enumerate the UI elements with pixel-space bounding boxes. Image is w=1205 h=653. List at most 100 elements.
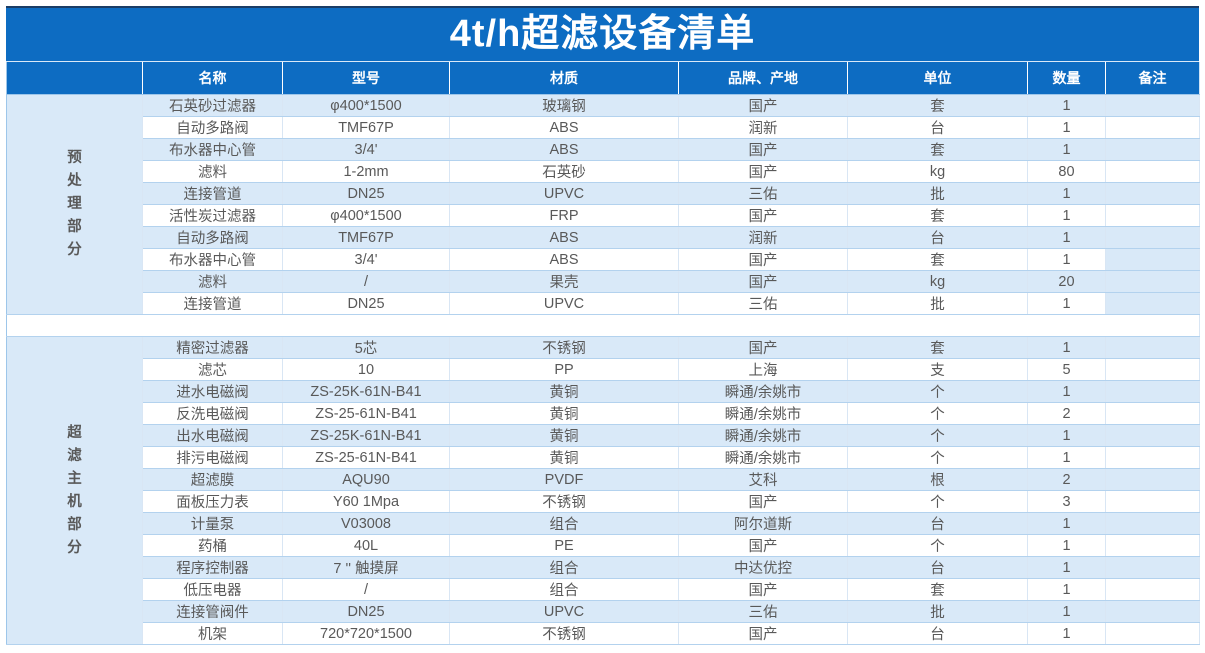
cell-model: / xyxy=(282,578,450,601)
cell-unit: 批 xyxy=(847,292,1028,315)
column-header-qty: 数量 xyxy=(1027,62,1106,95)
section-label-char: 超 xyxy=(67,424,82,441)
cell-name: 出水电磁阀 xyxy=(142,424,283,447)
cell-model: V03008 xyxy=(282,512,450,535)
cell-model: ZS-25K-61N-B41 xyxy=(282,380,450,403)
cell-material: 不锈钢 xyxy=(449,490,679,513)
cell-qty: 1 xyxy=(1027,116,1106,139)
cell-remark xyxy=(1105,446,1200,469)
cell-qty: 1 xyxy=(1027,94,1106,117)
table-row: 药桶 40L PE 国产个 1 xyxy=(7,534,1200,557)
cell-unit: kg xyxy=(847,160,1028,183)
column-header-brand-origin: 品牌、产地 xyxy=(678,62,848,95)
cell-remark xyxy=(1105,226,1200,249)
table-row: 自动多路阀 TMF67P ABS 润新台 1 xyxy=(7,116,1200,139)
cell-unit: 个 xyxy=(847,534,1028,557)
cell-remark xyxy=(1105,512,1200,535)
cell-qty: 5 xyxy=(1027,358,1106,381)
table-row: 进水电磁阀 ZS-25K-61N-B41 黄铜 瞬通/余姚市个 1 xyxy=(7,380,1200,403)
cell-remark xyxy=(1105,94,1200,117)
cell-brand: 阿尔道斯 xyxy=(678,512,848,535)
cell-name: 滤料 xyxy=(142,270,283,293)
section-label-char: 主 xyxy=(67,470,82,487)
section-label-char: 处 xyxy=(67,173,82,189)
cell-name: 超滤膜 xyxy=(142,468,283,491)
cell-model: TMF67P xyxy=(282,226,450,249)
cell-model: 1-2mm xyxy=(282,160,450,183)
cell-name: 排污电磁阀 xyxy=(142,446,283,469)
section-label-char: 理 xyxy=(67,196,82,212)
cell-brand: 国产 xyxy=(678,534,848,557)
cell-brand: 瞬通/余姚市 xyxy=(678,402,848,425)
table-row: 计量泵 V03008 组合 阿尔道斯台 1 xyxy=(7,512,1200,535)
cell-qty: 1 xyxy=(1027,446,1106,469)
cell-name: 滤芯 xyxy=(142,358,283,381)
table-row: 机架 720*720*1500 不锈钢 国产台 1 xyxy=(7,622,1200,645)
cell-unit: 套 xyxy=(847,138,1028,161)
cell-qty: 1 xyxy=(1027,292,1106,315)
cell-material: UPVC xyxy=(449,292,679,315)
cell-remark xyxy=(1105,468,1200,491)
cell-material: 果壳 xyxy=(449,270,679,293)
cell-brand: 三佑 xyxy=(678,182,848,205)
cell-remark xyxy=(1105,402,1200,425)
cell-qty: 1 xyxy=(1027,226,1106,249)
cell-unit: kg xyxy=(847,270,1028,293)
cell-material: UPVC xyxy=(449,182,679,205)
cell-material: 黄铜 xyxy=(449,380,679,403)
cell-material: 黄铜 xyxy=(449,402,679,425)
table-row: 布水器中心管 3/4' ABS 国产套 1 xyxy=(7,138,1200,161)
cell-unit: 套 xyxy=(847,336,1028,359)
cell-unit: 根 xyxy=(847,468,1028,491)
cell-unit: 个 xyxy=(847,380,1028,403)
cell-unit: 台 xyxy=(847,622,1028,645)
section-label-char: 分 xyxy=(67,242,82,258)
cell-remark xyxy=(1105,490,1200,513)
cell-remark xyxy=(1105,358,1200,381)
table-row: 连接管道 DN25 UPVC 三佑批 1 xyxy=(7,182,1200,205)
cell-remark xyxy=(1105,336,1200,359)
cell-brand: 瞬通/余姚市 xyxy=(678,424,848,447)
cell-remark xyxy=(1105,380,1200,403)
cell-name: 面板压力表 xyxy=(142,490,283,513)
cell-qty: 1 xyxy=(1027,248,1106,271)
column-header-unit: 单位 xyxy=(847,62,1028,95)
cell-name: 布水器中心管 xyxy=(142,248,283,271)
cell-unit: 个 xyxy=(847,490,1028,513)
table-row: 反洗电磁阀 ZS-25-61N-B41 黄铜 瞬通/余姚市个 2 xyxy=(7,402,1200,425)
cell-name: 进水电磁阀 xyxy=(142,380,283,403)
cell-brand: 三佑 xyxy=(678,600,848,623)
cell-qty: 20 xyxy=(1027,270,1106,293)
cell-material: PP xyxy=(449,358,679,381)
table-row: 滤料 / 果壳 国产 kg 20 xyxy=(7,270,1200,293)
cell-name: 精密过滤器 xyxy=(142,336,283,359)
cell-qty: 1 xyxy=(1027,534,1106,557)
cell-model: AQU90 xyxy=(282,468,450,491)
cell-qty: 1 xyxy=(1027,556,1106,579)
cell-brand: 国产 xyxy=(678,270,848,293)
cell-qty: 1 xyxy=(1027,380,1106,403)
cell-model: 3/4' xyxy=(282,138,450,161)
header-row: 名称 型号 材质 品牌、产地 单位 数量 备注 xyxy=(6,62,1200,95)
cell-model: φ400*1500 xyxy=(282,204,450,227)
equipment-table: 名称 型号 材质 品牌、产地 单位 数量 备注 预处理部分石英砂过滤器 φ400*1500 玻璃… xyxy=(6,62,1200,645)
table-title: 4t/h超滤设备清单 xyxy=(6,6,1199,62)
cell-model: φ400*1500 xyxy=(282,94,450,117)
cell-name: 连接管道 xyxy=(142,292,283,315)
table-row: 低压电器 / 组合 国产套 1 xyxy=(7,578,1200,601)
cell-brand: 艾科 xyxy=(678,468,848,491)
cell-model: 5芯 xyxy=(282,336,450,359)
cell-remark xyxy=(1105,204,1200,227)
cell-remark xyxy=(1105,424,1200,447)
cell-remark xyxy=(1105,534,1200,557)
cell-material: 黄铜 xyxy=(449,424,679,447)
cell-model: / xyxy=(282,270,450,293)
cell-name: 布水器中心管 xyxy=(142,138,283,161)
cell-material: PE xyxy=(449,534,679,557)
column-header-section xyxy=(6,62,143,95)
cell-brand: 上海 xyxy=(678,358,848,381)
table-row: 活性炭过滤器 φ400*1500 FRP 国产套 1 xyxy=(7,204,1200,227)
cell-material: PVDF xyxy=(449,468,679,491)
cell-qty: 1 xyxy=(1027,622,1106,645)
cell-name: 自动多路阀 xyxy=(142,116,283,139)
